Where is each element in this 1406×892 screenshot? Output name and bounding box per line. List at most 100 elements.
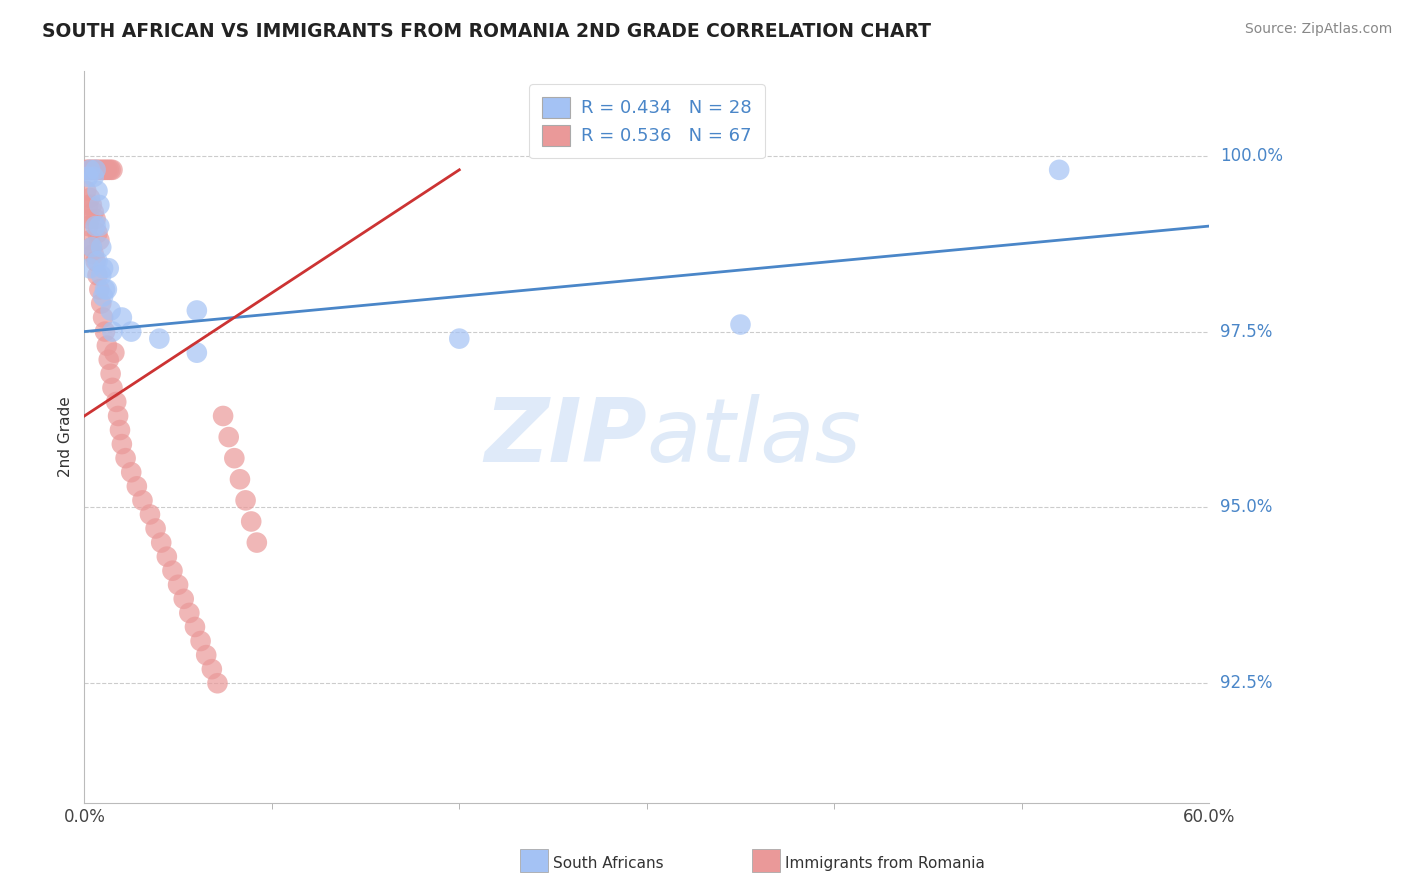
Point <box>107 409 129 423</box>
Point <box>94 162 117 177</box>
Point <box>84 162 107 177</box>
Point <box>89 198 111 212</box>
Point <box>79 191 101 205</box>
Point <box>101 381 124 395</box>
Text: South Africans: South Africans <box>553 856 664 871</box>
Point <box>111 310 134 325</box>
Point <box>167 578 190 592</box>
Point <box>80 198 103 212</box>
Point <box>100 303 122 318</box>
Point <box>100 367 122 381</box>
Point <box>730 318 752 332</box>
Point <box>79 212 101 227</box>
Point <box>179 606 201 620</box>
Point <box>79 162 101 177</box>
Text: SOUTH AFRICAN VS IMMIGRANTS FROM ROMANIA 2ND GRADE CORRELATION CHART: SOUTH AFRICAN VS IMMIGRANTS FROM ROMANIA… <box>42 22 931 41</box>
Point <box>114 451 136 466</box>
Point <box>246 535 269 549</box>
Point <box>90 240 112 254</box>
Point <box>240 515 263 529</box>
Point <box>94 282 117 296</box>
Text: 100.0%: 100.0% <box>1220 147 1284 165</box>
Point <box>148 332 170 346</box>
Text: Immigrants from Romania: Immigrants from Romania <box>785 856 984 871</box>
Point <box>89 233 111 247</box>
Point <box>91 261 114 276</box>
Point <box>91 310 114 325</box>
Point <box>235 493 257 508</box>
Point <box>79 162 101 177</box>
Point <box>97 261 120 276</box>
Point <box>77 198 100 212</box>
Point <box>89 282 111 296</box>
Point <box>86 184 108 198</box>
Legend: R = 0.434   N = 28, R = 0.536   N = 67: R = 0.434 N = 28, R = 0.536 N = 67 <box>529 84 765 158</box>
Point <box>91 289 114 303</box>
Point <box>145 522 167 536</box>
Point <box>84 162 107 177</box>
Point <box>77 219 100 233</box>
Point <box>79 261 101 276</box>
Point <box>84 212 107 227</box>
Point <box>94 325 117 339</box>
Point <box>75 162 97 177</box>
Point <box>131 493 153 508</box>
Point <box>96 339 118 353</box>
Point <box>86 268 108 283</box>
Point <box>156 549 179 564</box>
Text: atlas: atlas <box>647 394 862 480</box>
Point <box>1047 162 1070 177</box>
Point <box>125 479 148 493</box>
Y-axis label: 2nd Grade: 2nd Grade <box>58 397 73 477</box>
Text: 97.5%: 97.5% <box>1220 323 1272 341</box>
Point <box>83 247 105 261</box>
Point <box>207 676 229 690</box>
Point <box>86 226 108 240</box>
Point <box>186 303 208 318</box>
Point <box>91 162 114 177</box>
Point <box>449 332 471 346</box>
Text: ZIP: ZIP <box>484 393 647 481</box>
Point <box>90 268 112 283</box>
Point <box>150 535 173 549</box>
Point <box>190 634 212 648</box>
Point <box>103 345 125 359</box>
Point <box>80 240 103 254</box>
Point <box>84 219 107 233</box>
Point <box>218 430 240 444</box>
Point <box>90 296 112 310</box>
Point <box>96 282 118 296</box>
Point <box>86 162 108 177</box>
Point <box>173 591 195 606</box>
Text: 92.5%: 92.5% <box>1220 674 1272 692</box>
Point <box>195 648 218 662</box>
Point <box>97 352 120 367</box>
Point <box>100 162 122 177</box>
Point <box>83 169 105 184</box>
Point <box>75 184 97 198</box>
Point <box>212 409 235 423</box>
Point <box>77 162 100 177</box>
Point <box>79 233 101 247</box>
Point <box>77 169 100 184</box>
Point <box>105 395 128 409</box>
Point <box>184 620 207 634</box>
Point <box>224 451 246 466</box>
Point <box>86 254 108 268</box>
Point <box>101 325 124 339</box>
Point <box>229 472 252 486</box>
Text: 95.0%: 95.0% <box>1220 499 1272 516</box>
Point <box>120 465 142 479</box>
Point <box>101 162 124 177</box>
Point <box>97 162 120 177</box>
Point <box>90 162 112 177</box>
Point <box>89 162 111 177</box>
Point <box>84 254 107 268</box>
Point <box>108 423 131 437</box>
Point <box>83 205 105 219</box>
Point <box>83 162 105 177</box>
Point <box>186 345 208 359</box>
Point <box>120 325 142 339</box>
Point <box>162 564 184 578</box>
Point <box>80 162 103 177</box>
